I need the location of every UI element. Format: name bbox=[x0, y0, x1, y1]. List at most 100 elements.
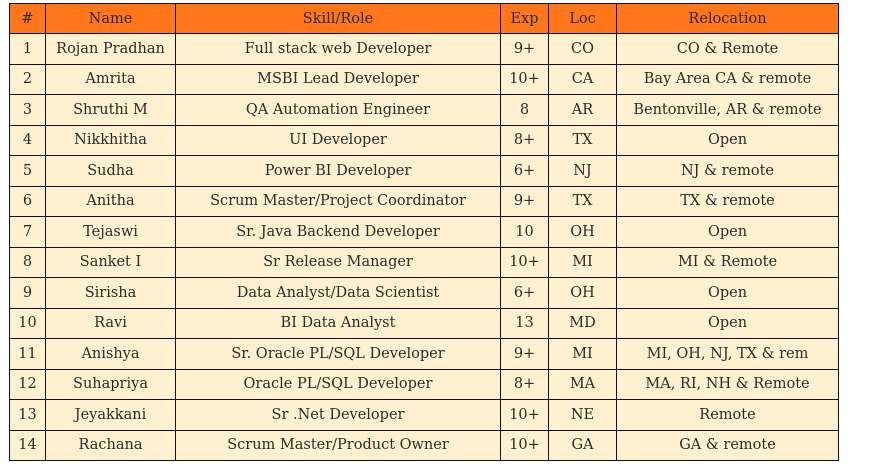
table-row: 14 Rachana Scrum Master/Product Owner 10+ GA… bbox=[9, 429, 839, 461]
table-row: 1 Rojan Pradhan Full stack web Developer 9+… bbox=[9, 33, 839, 65]
cell-relocation: MI & Remote bbox=[616, 246, 839, 278]
cell-name: Nikkhitha bbox=[45, 124, 176, 156]
table-row: 9 Sirisha Data Analyst/Data Scientist 6+ OH O… bbox=[9, 277, 839, 309]
cell-skill: UI Developer bbox=[175, 124, 501, 156]
cell-skill: Full stack web Developer bbox=[175, 33, 501, 65]
cell-name: Rojan Pradhan bbox=[45, 33, 176, 65]
cell-num: 14 bbox=[9, 429, 46, 461]
cell-loc: MI bbox=[548, 338, 617, 370]
cell-loc: OH bbox=[548, 277, 617, 309]
cell-exp: 8 bbox=[500, 94, 549, 126]
cell-skill: Sr Release Manager bbox=[175, 246, 501, 278]
cell-num: 7 bbox=[9, 216, 46, 248]
cell-exp: 10+ bbox=[500, 399, 549, 431]
cell-exp: 9+ bbox=[500, 338, 549, 370]
cell-relocation: Open bbox=[616, 277, 839, 309]
cell-name: Sudha bbox=[45, 155, 176, 187]
cell-num: 11 bbox=[9, 338, 46, 370]
cell-name: Anitha bbox=[45, 185, 176, 217]
cell-skill: Oracle PL/SQL Developer bbox=[175, 368, 501, 400]
table-row: 2 Amrita MSBI Lead Developer 10+ CA Bay Area … bbox=[9, 63, 839, 95]
header-loc: Loc bbox=[548, 3, 617, 34]
cell-name: Shruthi M bbox=[45, 94, 176, 126]
cell-relocation: TX & remote bbox=[616, 185, 839, 217]
cell-name: Jeyakkani bbox=[45, 399, 176, 431]
cell-name: Amrita bbox=[45, 63, 176, 95]
cell-relocation: Open bbox=[616, 124, 839, 156]
table-row: 4 Nikkhitha UI Developer 8+ TX Open bbox=[9, 124, 839, 156]
cell-name: Rachana bbox=[45, 429, 176, 461]
cell-relocation: MA, RI, NH & Remote bbox=[616, 368, 839, 400]
cell-relocation: Open bbox=[616, 307, 839, 339]
header-relocation: Relocation bbox=[616, 3, 839, 34]
cell-num: 3 bbox=[9, 94, 46, 126]
cell-exp: 10 bbox=[500, 216, 549, 248]
cell-num: 8 bbox=[9, 246, 46, 278]
cell-num: 9 bbox=[9, 277, 46, 309]
cell-relocation: MI, OH, NJ, TX & rem bbox=[616, 338, 839, 370]
cell-loc: MD bbox=[548, 307, 617, 339]
cell-relocation: Open bbox=[616, 216, 839, 248]
cell-exp: 6+ bbox=[500, 155, 549, 187]
cell-skill: MSBI Lead Developer bbox=[175, 63, 501, 95]
cell-loc: MA bbox=[548, 368, 617, 400]
table-body: 1 Rojan Pradhan Full stack web Developer 9+… bbox=[9, 33, 839, 461]
table-row: 13 Jeyakkani Sr .Net Developer 10+ NE Remote bbox=[9, 399, 839, 431]
cell-num: 5 bbox=[9, 155, 46, 187]
table-row: 6 Anitha Scrum Master/Project Coordinator 9… bbox=[9, 185, 839, 217]
table-row: 12 Suhapriya Oracle PL/SQL Developer 8+ MA MA… bbox=[9, 368, 839, 400]
cell-loc: OH bbox=[548, 216, 617, 248]
cell-loc: NJ bbox=[548, 155, 617, 187]
cell-loc: CA bbox=[548, 63, 617, 95]
cell-name: Ravi bbox=[45, 307, 176, 339]
cell-num: 6 bbox=[9, 185, 46, 217]
cell-skill: Sr. Oracle PL/SQL Developer bbox=[175, 338, 501, 370]
cell-skill: Scrum Master/Product Owner bbox=[175, 429, 501, 461]
cell-num: 1 bbox=[9, 33, 46, 65]
cell-skill: Sr .Net Developer bbox=[175, 399, 501, 431]
cell-skill: QA Automation Engineer bbox=[175, 94, 501, 126]
cell-name: Sanket I bbox=[45, 246, 176, 278]
cell-loc: NE bbox=[548, 399, 617, 431]
cell-loc: CO bbox=[548, 33, 617, 65]
cell-exp: 8+ bbox=[500, 368, 549, 400]
cell-skill: Power BI Developer bbox=[175, 155, 501, 187]
cell-loc: TX bbox=[548, 185, 617, 217]
cell-relocation: NJ & remote bbox=[616, 155, 839, 187]
cell-relocation: Bay Area CA & remote bbox=[616, 63, 839, 95]
consultant-table-container: # Name Skill/Role Exp Loc Relocation 1 Ro… bbox=[9, 3, 839, 461]
cell-loc: AR bbox=[548, 94, 617, 126]
cell-name: Tejaswi bbox=[45, 216, 176, 248]
table-row: 8 Sanket I Sr Release Manager 10+ MI MI & Rem… bbox=[9, 246, 839, 278]
cell-relocation: Remote bbox=[616, 399, 839, 431]
cell-skill: Scrum Master/Project Coordinator bbox=[175, 185, 501, 217]
cell-num: 13 bbox=[9, 399, 46, 431]
cell-num: 10 bbox=[9, 307, 46, 339]
header-exp: Exp bbox=[500, 3, 549, 34]
cell-exp: 9+ bbox=[500, 185, 549, 217]
table-row: 7 Tejaswi Sr. Java Backend Developer 10 OH Op… bbox=[9, 216, 839, 248]
header-skill: Skill/Role bbox=[175, 3, 501, 34]
header-name: Name bbox=[45, 3, 176, 34]
cell-relocation: Bentonville, AR & remote bbox=[616, 94, 839, 126]
cell-num: 12 bbox=[9, 368, 46, 400]
table-row: 3 Shruthi M QA Automation Engineer 8 AR Bento… bbox=[9, 94, 839, 126]
cell-loc: GA bbox=[548, 429, 617, 461]
cell-skill: Sr. Java Backend Developer bbox=[175, 216, 501, 248]
cell-exp: 10+ bbox=[500, 429, 549, 461]
table-row: 10 Ravi BI Data Analyst 13 MD Open bbox=[9, 307, 839, 339]
cell-exp: 6+ bbox=[500, 277, 549, 309]
cell-name: Suhapriya bbox=[45, 368, 176, 400]
cell-skill: BI Data Analyst bbox=[175, 307, 501, 339]
consultant-table: # Name Skill/Role Exp Loc Relocation 1 Ro… bbox=[9, 3, 839, 461]
table-row: 11 Anishya Sr. Oracle PL/SQL Developer 9+ MI… bbox=[9, 338, 839, 370]
header-row: # Name Skill/Role Exp Loc Relocation bbox=[9, 3, 839, 34]
cell-name: Anishya bbox=[45, 338, 176, 370]
cell-relocation: GA & remote bbox=[616, 429, 839, 461]
cell-name: Sirisha bbox=[45, 277, 176, 309]
header-num: # bbox=[9, 3, 46, 34]
cell-exp: 9+ bbox=[500, 33, 549, 65]
cell-num: 4 bbox=[9, 124, 46, 156]
cell-num: 2 bbox=[9, 63, 46, 95]
cell-relocation: CO & Remote bbox=[616, 33, 839, 65]
